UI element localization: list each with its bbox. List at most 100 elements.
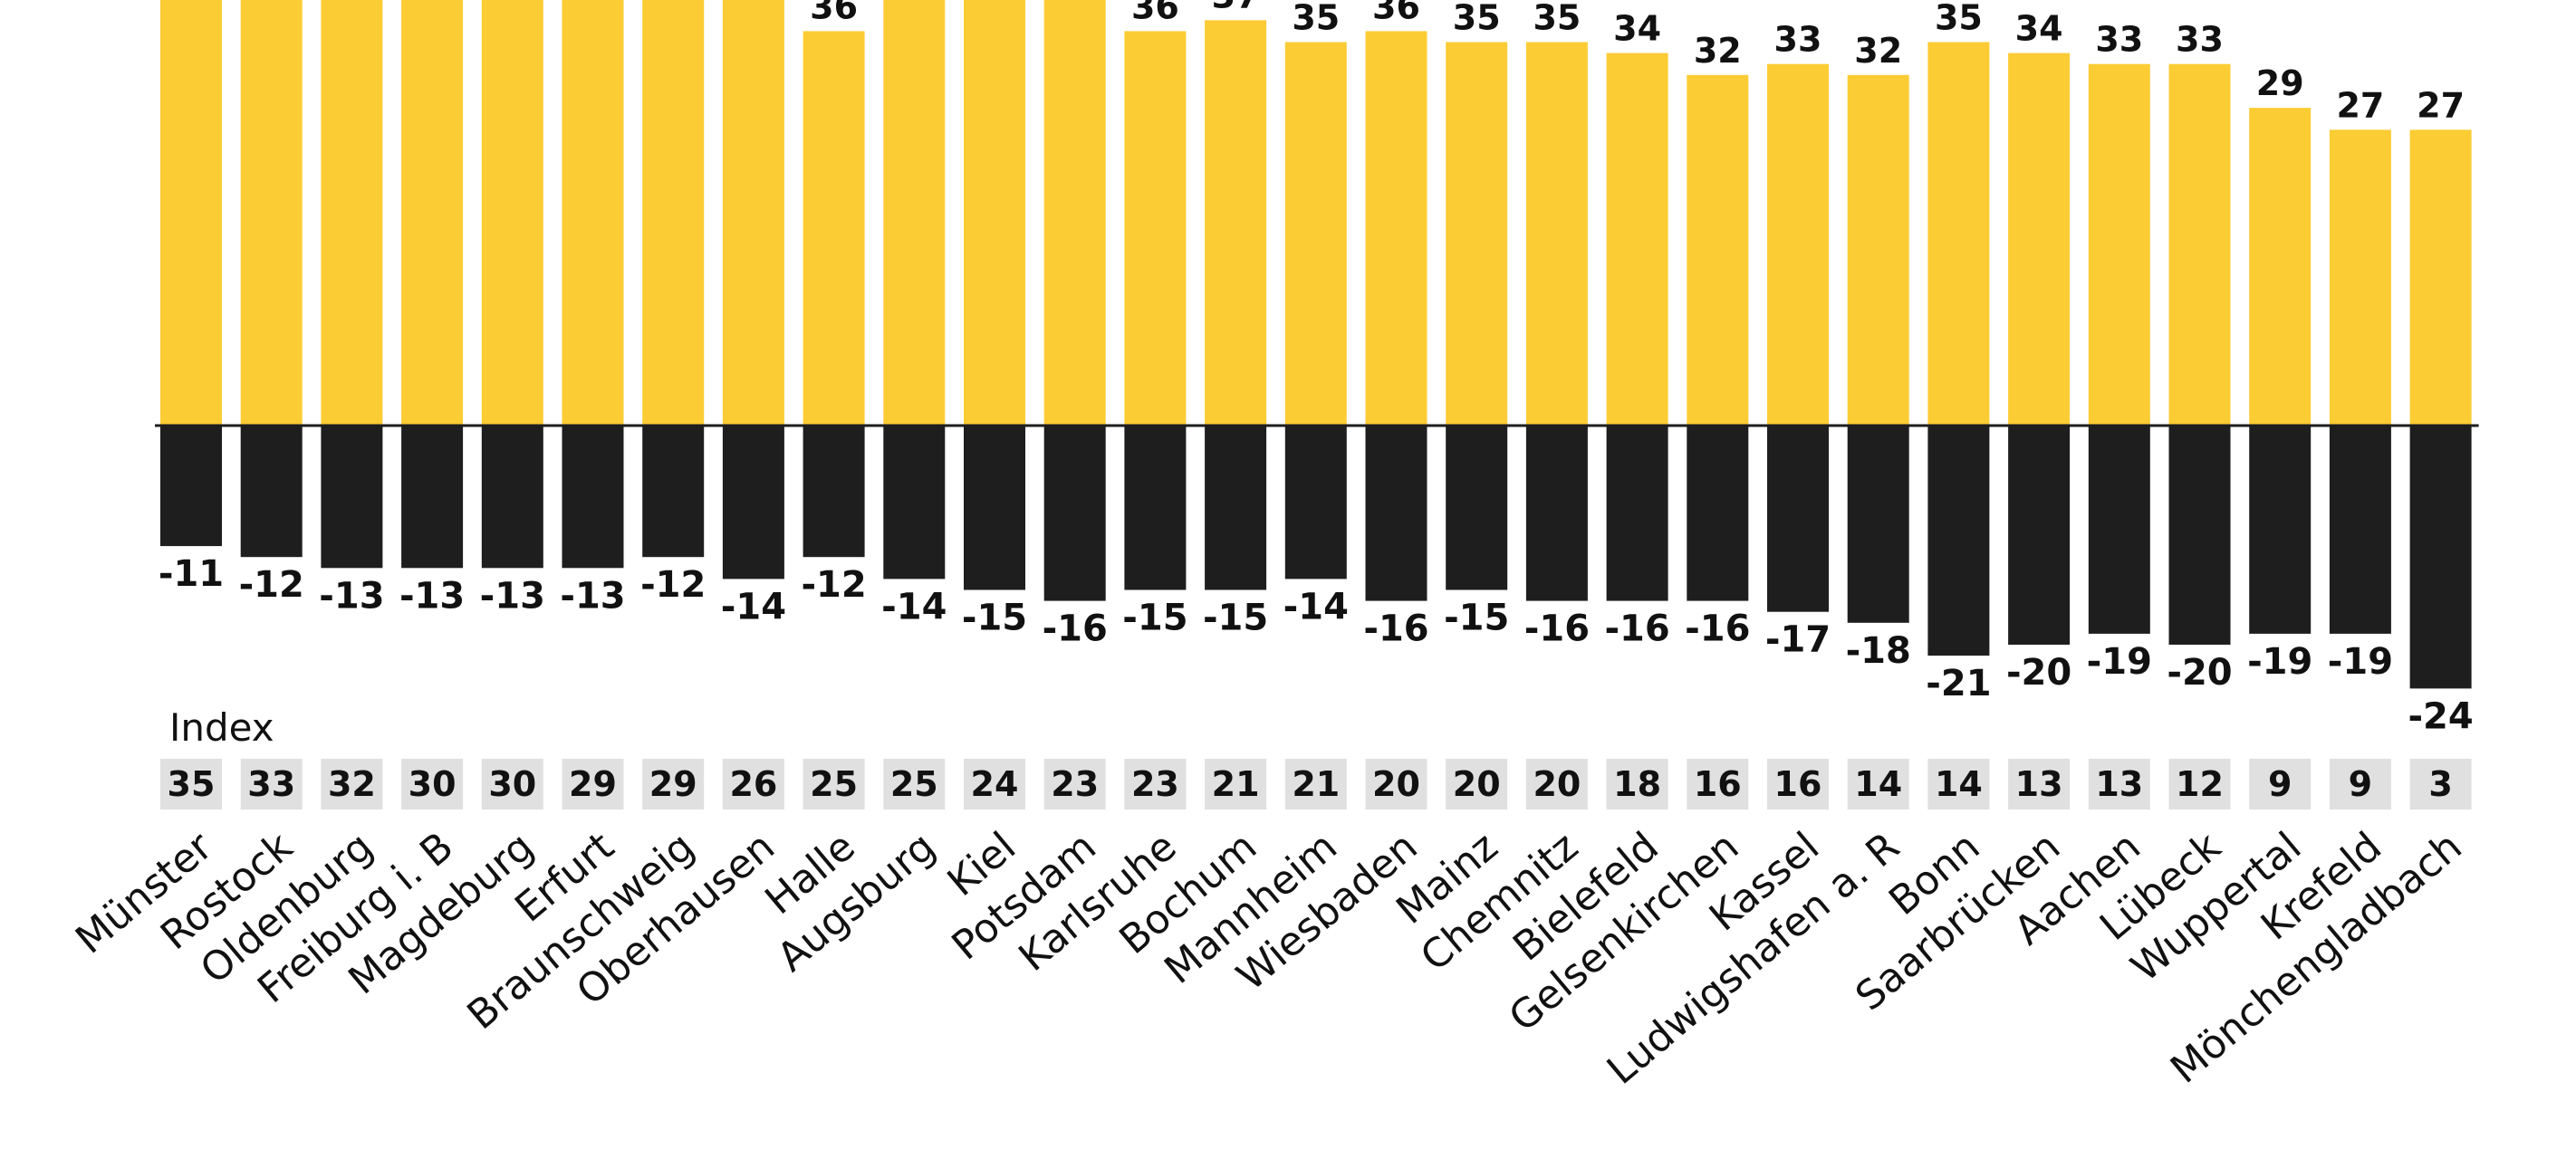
negative-bar [2088,426,2150,634]
negative-value-label: -15 [962,598,1027,639]
index-box [2168,759,2231,809]
negative-bar [1767,426,1829,612]
positive-bar [1847,74,1909,426]
index-box [1124,759,1187,809]
negative-value-label: -16 [1604,608,1669,650]
index-box [1043,759,1106,809]
negative-bar [401,426,464,569]
negative-bar [1847,426,1909,623]
negative-bar [2249,426,2312,634]
index-box [321,759,383,809]
positive-bar [2409,129,2472,426]
index-value: 29 [649,764,697,804]
index-value: 23 [1051,764,1099,804]
positive-bar [562,0,624,426]
positive-bar [240,0,303,426]
positive-bar [1124,31,1187,426]
positive-value-label: 36 [1372,0,1420,26]
negative-bar [481,426,543,569]
index-box [722,759,784,809]
positive-bar [1284,42,1347,426]
negative-bar [2168,426,2231,645]
positive-bar [2249,108,2312,426]
negative-bar [642,426,705,558]
index-value: 9 [2349,764,2372,804]
index-box [2329,759,2391,809]
positive-bar [803,31,865,426]
index-value: 29 [569,764,617,804]
index-box [1205,759,1267,809]
positive-value-label: 36 [1131,0,1179,26]
positive-bar [481,0,543,426]
index-value: 32 [328,764,376,804]
positive-bar [1927,42,1990,426]
negative-value-label: -16 [1043,608,1108,650]
negative-bar [1284,426,1347,580]
index-box [1525,759,1588,809]
index-value: 3 [2428,764,2452,804]
negative-value-label: -16 [1363,608,1428,650]
index-box [883,759,946,809]
index-value: 20 [1453,764,1501,804]
index-box [240,759,303,809]
positive-bar [401,0,464,426]
index-box [160,759,222,809]
positive-value-label: 32 [1854,31,1902,71]
index-value: 33 [247,764,295,804]
positive-value-label: 33 [2176,20,2224,60]
negative-value-labels: -11 -12 -13 -13 -13 -13 -12-14-12-14 -15 -16 -15-… [159,553,2474,737]
positive-bar [321,0,383,426]
index-box [2088,759,2150,809]
negative-bar [2008,426,2071,645]
positive-bar [1687,74,1749,426]
index-box [2249,759,2312,809]
negative-value-label: -21 [1926,663,1991,704]
positive-value-label: 35 [1533,0,1581,38]
positive-bar [160,0,222,426]
positive-bar [1767,63,1829,426]
negative-value-label: -13 [560,575,625,617]
index-box [562,759,624,809]
positive-value-label: 37 [1212,0,1260,15]
negative-value-label: -19 [2087,641,2152,683]
index-value: 13 [2095,764,2143,804]
positive-value-label: 35 [1453,0,1501,38]
index-box [803,759,865,809]
index-box [1767,759,1829,809]
negative-value-label: -12 [239,564,304,606]
positive-bar [1525,42,1588,426]
negative-value-label: -14 [1283,586,1349,627]
index-value: 26 [729,764,777,804]
positive-bar [883,0,946,426]
positive-value-label: 34 [1613,9,1661,49]
negative-bar [1124,426,1187,590]
positive-value-labels: 4646454343424140363939393637353635353432… [810,0,2465,125]
index-box [2409,759,2472,809]
negative-bar [1446,426,1508,590]
negative-bar [1687,426,1749,601]
index-value: 25 [810,764,858,804]
index-box [1847,759,1909,809]
negative-value-label: -19 [2328,641,2393,683]
negative-bar [562,426,624,569]
index-box [401,759,464,809]
index-box [1606,759,1668,809]
positive-value-label: 32 [1694,31,1742,71]
negative-bar [883,426,946,580]
positive-bar [1606,53,1668,426]
negative-bar [321,426,383,569]
negative-value-label: -24 [2408,695,2473,737]
positive-bars [160,0,2472,426]
negative-value-label: -13 [319,575,384,617]
negative-value-label: -12 [801,564,866,606]
positive-bar [964,0,1025,426]
index-value: 23 [1131,764,1179,804]
negative-bar [1525,426,1588,601]
index-box [1446,759,1508,809]
negative-value-label: -16 [1524,608,1590,650]
positive-value-label: 29 [2256,63,2304,103]
index-box [1284,759,1347,809]
positive-value-label: 33 [2095,20,2143,60]
positive-value-label: 27 [2336,85,2384,125]
negative-value-label: -14 [881,586,947,627]
